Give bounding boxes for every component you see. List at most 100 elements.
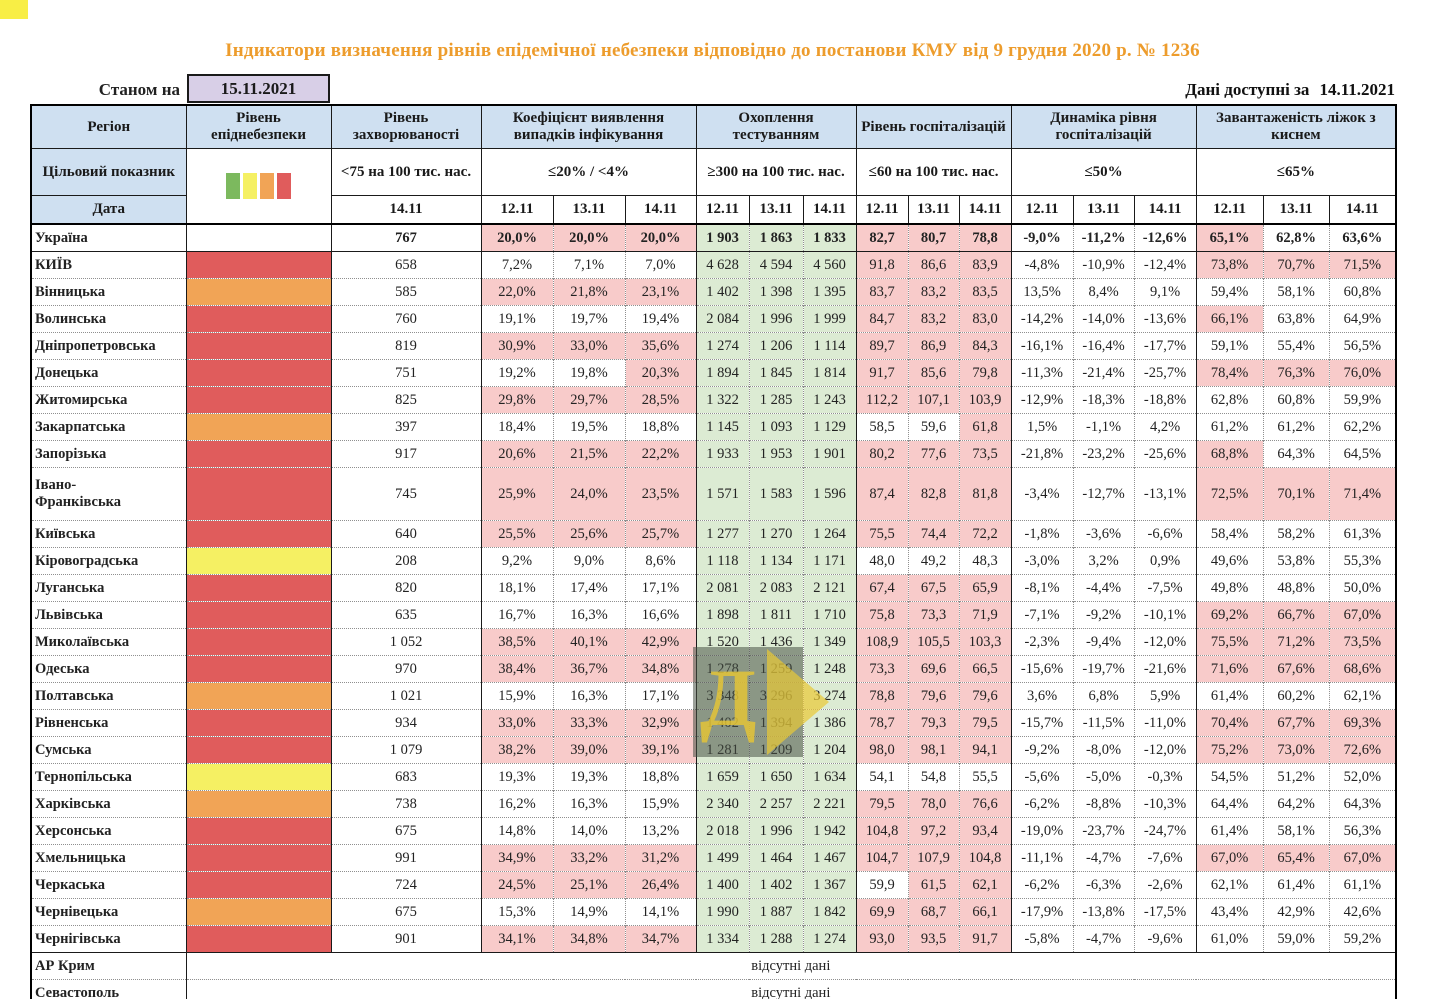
detection-cell: 32,9% [624, 709, 696, 737]
testing-cell: 1 402 [748, 871, 803, 899]
detection-cell: 15,3% [480, 898, 553, 926]
dynamics-cell: -13,1% [1133, 467, 1197, 521]
hospitalization-cell: 87,4 [855, 467, 909, 521]
region-name: Тернопільська [31, 763, 186, 791]
target-value: ≥300 на 100 тис. нас. [695, 148, 857, 196]
oxygen-beds-cell: 49,6% [1195, 547, 1264, 575]
dynamics-cell: -6,6% [1133, 520, 1197, 548]
date-header: 14.11 [802, 195, 857, 225]
testing-cell: 2 221 [802, 790, 857, 818]
testing-cell: 2 081 [695, 574, 749, 602]
testing-cell: 4 628 [695, 251, 749, 279]
dynamics-cell: 3,2% [1072, 547, 1135, 575]
incidence-cell: 397 [330, 413, 481, 441]
dynamics-cell: -15,7% [1010, 709, 1074, 737]
hospitalization-cell: 82,7 [855, 223, 909, 252]
dynamics-cell: -24,7% [1133, 817, 1197, 845]
as-of-date-box: 15.11.2021 [187, 74, 330, 103]
date-header: 12.11 [480, 195, 554, 225]
hospitalization-cell: 69,9 [855, 898, 909, 926]
epidemic-level-cell [185, 574, 331, 602]
region-name: Черкаська [31, 871, 186, 899]
testing-cell: 1 402 [695, 278, 749, 306]
hospitalization-cell: 79,6 [958, 682, 1012, 710]
epidemic-level-cell [185, 790, 331, 818]
detection-cell: 34,7% [624, 925, 696, 953]
incidence-cell: 1 021 [330, 682, 481, 710]
hospitalization-cell: 61,5 [907, 871, 960, 899]
detection-cell: 17,1% [624, 682, 696, 710]
testing-cell: 1 248 [802, 655, 857, 683]
hospitalization-cell: 79,5 [855, 790, 909, 818]
detection-cell: 30,9% [480, 332, 553, 360]
dynamics-cell: -14,2% [1010, 305, 1074, 333]
detection-cell: 26,4% [624, 871, 696, 899]
hospitalization-cell: 79,3 [907, 709, 960, 737]
detection-cell: 25,1% [552, 871, 625, 899]
oxygen-beds-cell: 61,4% [1195, 682, 1264, 710]
table-row: Тернопільська 683 19,3% 19,3% 18,8% 1 659 1 65… [31, 763, 1397, 791]
incidence-cell: 208 [330, 547, 481, 575]
hospitalization-cell: 74,4 [907, 520, 960, 548]
detection-cell: 24,5% [480, 871, 553, 899]
incidence-cell: 970 [330, 655, 481, 683]
hospitalization-cell: 107,1 [907, 386, 960, 414]
detection-cell: 18,8% [624, 763, 696, 791]
hospitalization-cell: 59,9 [855, 871, 909, 899]
oxygen-beds-cell: 56,5% [1328, 332, 1397, 360]
hospitalization-cell: 62,1 [958, 871, 1012, 899]
dynamics-cell: -11,1% [1010, 844, 1074, 872]
table-row: КИЇВ 658 7,2% 7,1% 7,0% 4 628 4 594 4 560 91,8 86… [31, 251, 1397, 279]
oxygen-beds-cell: 62,8% [1262, 223, 1330, 252]
detection-cell: 34,8% [624, 655, 696, 683]
detection-cell: 19,5% [552, 413, 625, 441]
oxygen-beds-cell: 64,9% [1328, 305, 1397, 333]
testing-cell: 1 659 [695, 763, 749, 791]
oxygen-beds-cell: 64,2% [1262, 790, 1330, 818]
hospitalization-cell: 73,3 [907, 601, 960, 629]
dynamics-cell: -11,0% [1133, 709, 1197, 737]
testing-cell: 1 887 [748, 898, 803, 926]
detection-cell: 40,1% [552, 628, 625, 656]
oxygen-beds-cell: 42,9% [1262, 898, 1330, 926]
page-title: Індикатори визначення рівнів епідемічної… [225, 40, 1200, 61]
testing-cell: 1 334 [695, 925, 749, 953]
target-value: <75 на 100 тис. нас. [330, 148, 482, 196]
oxygen-beds-cell: 59,0% [1262, 925, 1330, 953]
table-row: Україна 767 20,0% 20,0% 20,0% 1 903 1 863 1 833… [31, 223, 1397, 252]
dynamics-cell: -5,8% [1010, 925, 1074, 953]
region-name: Кіровоградська [31, 547, 186, 575]
epidemic-level-cell [185, 628, 331, 656]
detection-cell: 25,5% [480, 520, 553, 548]
epidemic-level-cell [185, 359, 331, 387]
testing-cell: 1 394 [748, 709, 803, 737]
region-name: Харківська [31, 790, 186, 818]
oxygen-beds-cell: 62,1% [1195, 871, 1264, 899]
testing-cell: 1 467 [802, 844, 857, 872]
table-body: Україна 767 20,0% 20,0% 20,0% 1 903 1 863 1 833… [31, 223, 1397, 999]
epidemic-level-cell [185, 332, 331, 360]
hospitalization-cell: 68,7 [907, 898, 960, 926]
testing-cell: 1 999 [802, 305, 857, 333]
table-row: Полтавська 1 021 15,9% 16,3% 17,1% 3 348 3 296… [31, 682, 1397, 710]
hospitalization-cell: 66,5 [958, 655, 1012, 683]
hospitalization-cell: 89,7 [855, 332, 909, 360]
region-name: Житомирська [31, 386, 186, 414]
dynamics-cell: -15,6% [1010, 655, 1074, 683]
testing-cell: 3 274 [802, 682, 857, 710]
testing-cell: 1 710 [802, 601, 857, 629]
oxygen-beds-cell: 49,8% [1195, 574, 1264, 602]
oxygen-beds-cell: 69,2% [1195, 601, 1264, 629]
oxygen-beds-cell: 70,4% [1195, 709, 1264, 737]
dynamics-cell: -7,6% [1133, 844, 1197, 872]
region-name: Дніпропетровська [31, 332, 186, 360]
dynamics-cell: -14,0% [1072, 305, 1135, 333]
hospitalization-cell: 85,6 [907, 359, 960, 387]
dynamics-cell: -5,0% [1072, 763, 1135, 791]
oxygen-beds-cell: 61,2% [1195, 413, 1264, 441]
oxygen-beds-cell: 65,1% [1195, 223, 1264, 252]
date-header: 13.11 [907, 195, 960, 225]
incidence-cell: 745 [330, 467, 481, 521]
testing-cell: 1 990 [695, 898, 749, 926]
